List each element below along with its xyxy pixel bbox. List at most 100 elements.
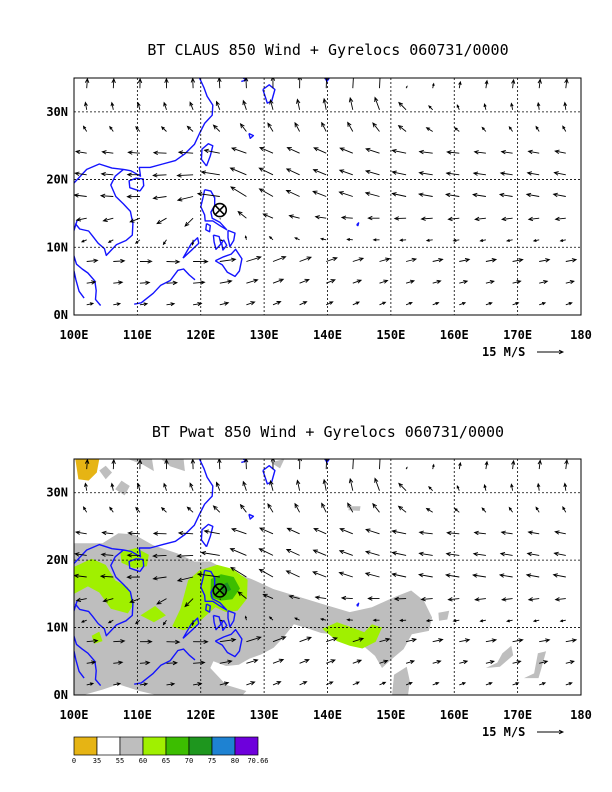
wind-vector-arrow [230,147,247,154]
wind-vector-arrow [364,572,380,578]
wind-vector-arrow [367,596,380,601]
wind-vector-arrow [152,150,167,156]
wind-vector-arrow [219,279,233,284]
wind-vector-arrow [539,682,547,686]
wind-vector-arrow [526,551,540,557]
wind-vector-arrow [269,98,274,110]
colorbar-swatch [73,736,98,756]
wind-vector-arrow [126,574,140,580]
coastline [74,600,102,687]
wind-vector-arrow [364,191,380,197]
wind-vector-arrow [527,216,540,222]
x-tick-label: 150E [376,328,405,342]
coastline [227,229,236,248]
wind-vector-arrow [286,147,300,154]
reference-vector-label: 15 M/S [482,725,525,739]
wind-vector-arrow [453,507,460,513]
wind-vector-arrow [372,238,380,242]
wind-vector-arrow [428,105,434,111]
colorbar-swatch [234,736,259,756]
wind-vector-arrow [137,78,143,89]
wind-vector-arrow [166,259,181,265]
x-tick-label: 110E [123,708,152,722]
wind-vector-arrow [352,301,360,306]
wind-vector-arrow [501,597,513,602]
wind-vector-arrow [312,168,327,176]
wind-vector-arrow [294,237,300,241]
wind-vector-arrow [374,96,380,110]
wind-vector-arrow [432,660,442,665]
wind-vector-arrow [299,658,310,664]
claus-wind-panel: BT CLAUS 850 Wind + Gyrelocs 060731/0000… [46,41,592,359]
coastline [262,465,276,485]
wind-vector-arrow [352,681,360,686]
wind-vector-arrow [139,302,149,307]
wind-vector-arrow [348,477,354,491]
pwat-wind-panel: BT Pwat 850 Wind + Gyrelocs 060731/0000 … [46,423,592,739]
wind-vector-arrow [351,459,356,470]
wind-vector-arrow [262,593,274,600]
wind-vectors [74,459,578,687]
wind-vector-arrow [510,483,514,491]
pwat-contour-region [140,606,166,623]
wind-vector-arrow [113,258,126,264]
wind-vector-arrow [99,574,114,579]
colorbar-swatch [165,736,190,756]
wind-vector-arrow [113,660,124,665]
gyre-center-marker [212,583,228,598]
wind-vector-arrow [239,503,247,513]
wind-vector-arrow [326,256,338,262]
wind-vector-arrow [230,186,247,197]
wind-vector-arrow [459,258,471,263]
wind-vector-arrow [75,217,87,222]
coastline [134,268,196,305]
wind-vector-arrow [536,101,541,110]
x-tick-label: 170E [503,328,532,342]
y-tick-label: 10N [46,621,68,635]
wind-vector-arrow [481,126,487,132]
wind-vector-arrow [212,124,221,132]
wind-vector-arrow [485,660,495,665]
y-axis-ticks: 0N 10N 20N 30N [46,486,68,702]
colorbar-tick-label: 65 [162,757,170,765]
coastlines [74,459,360,687]
wind-vector-arrow [391,148,407,154]
wind-vector-arrow [268,235,274,241]
wind-vector-arrow [446,530,460,536]
coastlines [74,78,360,306]
wind-vector-arrow [82,125,88,132]
wind-vector-arrow [459,302,467,306]
wind-vector-arrow [326,301,334,306]
wind-vector-arrow [113,639,126,644]
wind-vector-arrow [391,529,407,535]
wind-vector-arrow [100,552,114,557]
reference-vector: 15 M/S [482,725,565,739]
wind-vector-arrow [563,482,568,491]
wind-vector-arrow [537,78,542,89]
wind-vector-arrow [111,78,116,89]
wind-vector-arrow [166,660,178,666]
wind-vector-arrow [219,619,224,622]
wind-vector-arrow [473,150,486,155]
wind-vector-arrow [113,280,124,285]
wind-vector-arrow [525,573,540,578]
x-tick-label: 120E [186,708,215,722]
coastline [74,168,134,257]
wind-vector-arrow [391,170,407,176]
wind-vector-arrow [527,149,540,155]
wind-vector-arrow [485,638,498,643]
wind-vector-arrow [511,459,516,470]
coastline [220,239,228,251]
wind-vector-arrow [485,258,498,263]
wind-vector-arrow [347,502,354,513]
wind-vector-arrow [193,660,206,665]
wind-vector-arrow [113,682,122,686]
wind-vector-arrow [484,79,489,89]
x-tick-label: 180 [570,328,592,342]
wind-vector-arrow [162,239,167,246]
wind-vector-arrow [272,301,282,306]
x-tick-label: 100E [60,708,89,722]
wind-vector-arrow [86,280,97,285]
wind-vector-arrow [539,279,549,285]
wind-vector-arrow [351,78,356,89]
